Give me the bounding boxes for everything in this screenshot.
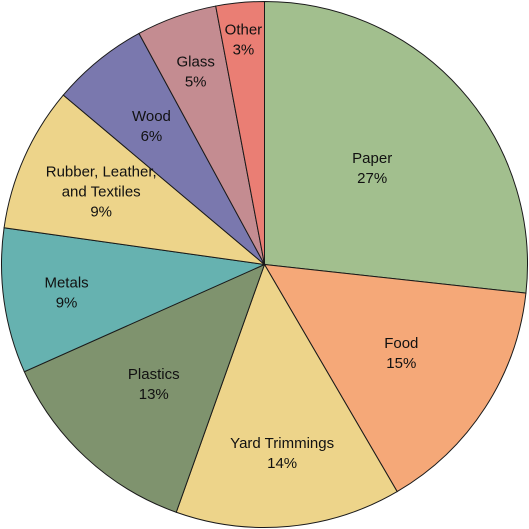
slice-percent-label: 13% bbox=[139, 386, 169, 403]
slice-category-label: Food bbox=[384, 335, 418, 352]
pie-slice bbox=[23, 263, 266, 513]
slice-percent-label: 9% bbox=[90, 204, 112, 221]
slice-label: Paper 27% bbox=[352, 150, 392, 187]
slice-percent-label: 5% bbox=[185, 73, 207, 90]
slice-category-label: Yard Trimmings bbox=[230, 435, 334, 452]
slice-label: Metals 9% bbox=[44, 274, 88, 311]
slice-category-label: Paper bbox=[352, 150, 392, 167]
slice-label: Food 15% bbox=[384, 335, 418, 372]
slice-label: Other 3% bbox=[225, 21, 263, 58]
slice-category-label: Rubber, Leather, bbox=[46, 164, 157, 181]
pie-slice bbox=[1, 227, 267, 373]
slice-category-label: Glass bbox=[177, 53, 215, 70]
slice-label: Yard Trimmings 14% bbox=[230, 435, 334, 472]
slice-label: Plastics 13% bbox=[128, 366, 180, 403]
pie-slice bbox=[264, 0, 528, 294]
slice-label: Glass 5% bbox=[177, 53, 215, 90]
slice-percent-label: 15% bbox=[386, 355, 416, 372]
slice-percent-label: 6% bbox=[141, 128, 163, 145]
pie-slice bbox=[215, 0, 265, 265]
slice-category-label: Metals bbox=[44, 274, 88, 291]
slice-category-label: Other bbox=[225, 21, 263, 38]
slice-category-label: and Textiles bbox=[62, 184, 141, 201]
slice-percent-label: 27% bbox=[357, 170, 387, 187]
slice-label: Wood 6% bbox=[132, 108, 171, 145]
pie-labels: Paper 27% Food 15% Yard Trimmings 14% Plastics… bbox=[44, 21, 418, 472]
pie-slice bbox=[175, 263, 398, 528]
slice-label: Rubber, Leather, and Textiles 9% bbox=[46, 164, 157, 221]
pie-slice bbox=[3, 94, 267, 266]
slice-percent-label: 3% bbox=[233, 41, 255, 58]
slice-percent-label: 9% bbox=[56, 294, 78, 311]
slice-category-label: Plastics bbox=[128, 366, 180, 383]
pie-slice bbox=[263, 263, 527, 493]
slice-category-label: Wood bbox=[132, 108, 171, 125]
slice-percent-label: 14% bbox=[267, 455, 297, 472]
